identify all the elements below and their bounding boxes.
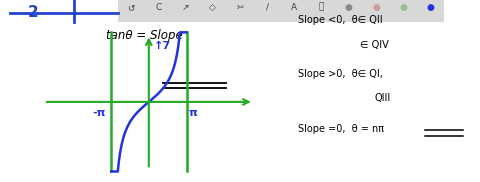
Text: Slope >0,  θ∈ QI,: Slope >0, θ∈ QI, — [298, 69, 383, 79]
Text: ●: ● — [372, 3, 380, 12]
Text: ●: ● — [426, 3, 434, 12]
Text: ↑7: ↑7 — [154, 41, 171, 51]
Text: C: C — [155, 3, 162, 12]
Text: QIII: QIII — [374, 93, 391, 103]
Text: ↺: ↺ — [128, 3, 135, 12]
Text: ✂: ✂ — [236, 3, 244, 12]
Text: Slope <0,  θ∈ QII: Slope <0, θ∈ QII — [298, 15, 382, 25]
Text: tanθ = Slope: tanθ = Slope — [106, 29, 182, 42]
Text: /: / — [266, 3, 269, 12]
Text: ●: ● — [399, 3, 407, 12]
Text: -π: -π — [93, 108, 106, 118]
Text: ↗: ↗ — [182, 3, 189, 12]
Text: ◇: ◇ — [209, 3, 216, 12]
Text: π: π — [188, 108, 197, 118]
Text: ∈ QIV: ∈ QIV — [360, 40, 389, 50]
Text: 2: 2 — [28, 5, 39, 20]
Text: A: A — [291, 3, 298, 12]
Text: ⎙: ⎙ — [319, 3, 324, 12]
Text: ●: ● — [345, 3, 353, 12]
Text: Slope =0,  θ = nπ: Slope =0, θ = nπ — [298, 124, 384, 134]
Bar — [118, 0, 444, 22]
